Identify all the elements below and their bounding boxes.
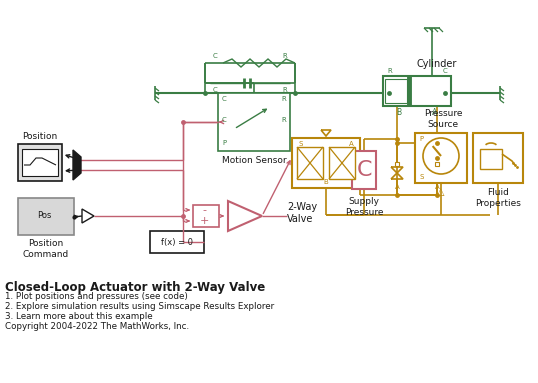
Text: C: C bbox=[442, 68, 447, 74]
Text: 2-Way
Valve: 2-Way Valve bbox=[287, 202, 317, 224]
Text: C: C bbox=[213, 53, 218, 59]
FancyBboxPatch shape bbox=[415, 133, 467, 183]
Text: A: A bbox=[435, 184, 440, 190]
Text: B: B bbox=[397, 108, 401, 117]
FancyBboxPatch shape bbox=[292, 138, 360, 188]
FancyBboxPatch shape bbox=[297, 147, 323, 179]
Text: S: S bbox=[419, 174, 423, 180]
Text: Motion Sensor: Motion Sensor bbox=[222, 156, 286, 165]
Text: A: A bbox=[433, 108, 437, 117]
Text: Position
Command: Position Command bbox=[23, 239, 69, 259]
Text: R: R bbox=[281, 96, 286, 102]
Polygon shape bbox=[82, 209, 94, 223]
Text: 3. Learn more about this example: 3. Learn more about this example bbox=[5, 312, 153, 321]
Text: A: A bbox=[349, 141, 354, 147]
Text: S: S bbox=[298, 141, 302, 147]
Text: +: + bbox=[199, 216, 209, 226]
FancyBboxPatch shape bbox=[193, 205, 219, 227]
Text: 1. Plot positions and pressures (see code): 1. Plot positions and pressures (see cod… bbox=[5, 292, 188, 301]
FancyBboxPatch shape bbox=[22, 149, 58, 176]
Text: Pos: Pos bbox=[37, 211, 51, 219]
FancyBboxPatch shape bbox=[473, 133, 523, 183]
FancyBboxPatch shape bbox=[480, 149, 502, 169]
Text: Pressure
Source: Pressure Source bbox=[424, 109, 462, 129]
Text: f(x) = 0: f(x) = 0 bbox=[161, 237, 193, 247]
Text: P: P bbox=[222, 140, 226, 146]
Text: R: R bbox=[281, 117, 286, 123]
FancyBboxPatch shape bbox=[218, 93, 290, 151]
Text: Fluid
Properties: Fluid Properties bbox=[475, 188, 521, 208]
Text: C: C bbox=[213, 87, 218, 93]
Text: C: C bbox=[222, 96, 226, 102]
Text: P: P bbox=[419, 136, 423, 142]
Text: B: B bbox=[324, 179, 328, 185]
FancyBboxPatch shape bbox=[395, 162, 399, 166]
FancyBboxPatch shape bbox=[18, 198, 74, 235]
FancyBboxPatch shape bbox=[150, 231, 204, 253]
Text: C: C bbox=[222, 117, 226, 123]
Polygon shape bbox=[228, 201, 262, 231]
Text: -: - bbox=[202, 205, 206, 215]
Text: △: △ bbox=[437, 187, 445, 197]
Text: Closed-Loop Actuator with 2-Way Valve: Closed-Loop Actuator with 2-Way Valve bbox=[5, 281, 265, 294]
Polygon shape bbox=[73, 150, 81, 180]
Text: Supply
Pressure: Supply Pressure bbox=[345, 197, 383, 217]
Text: Cylinder: Cylinder bbox=[417, 59, 457, 69]
Text: R: R bbox=[282, 87, 287, 93]
Text: R: R bbox=[282, 53, 287, 59]
FancyBboxPatch shape bbox=[435, 162, 439, 166]
Text: Position: Position bbox=[23, 132, 58, 141]
FancyBboxPatch shape bbox=[329, 147, 355, 179]
FancyBboxPatch shape bbox=[383, 76, 451, 106]
FancyBboxPatch shape bbox=[385, 79, 407, 103]
FancyBboxPatch shape bbox=[352, 151, 376, 189]
Text: 2. Explore simulation results using Simscape Results Explorer: 2. Explore simulation results using Sims… bbox=[5, 302, 274, 311]
Text: C: C bbox=[356, 160, 372, 180]
Text: R: R bbox=[387, 68, 392, 74]
FancyBboxPatch shape bbox=[18, 144, 62, 181]
Text: Copyright 2004-2022 The MathWorks, Inc.: Copyright 2004-2022 The MathWorks, Inc. bbox=[5, 322, 189, 331]
Text: A: A bbox=[395, 184, 399, 190]
